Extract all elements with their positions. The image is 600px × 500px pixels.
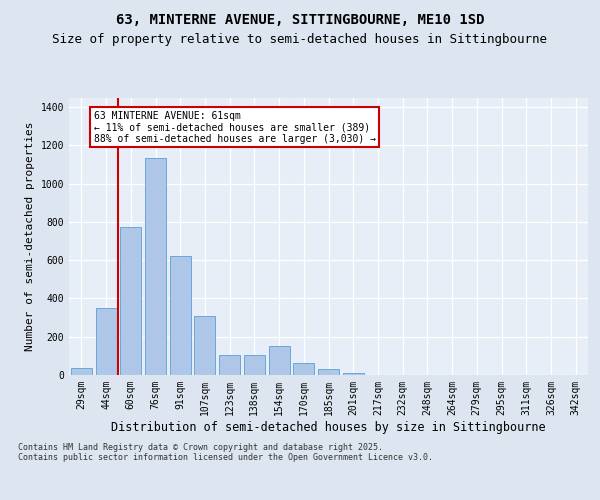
Bar [95,308,116,375]
Y-axis label: Number of semi-detached properties: Number of semi-detached properties [25,122,35,351]
Text: 63, MINTERNE AVENUE, SITTINGBOURNE, ME10 1SD: 63, MINTERNE AVENUE, SITTINGBOURNE, ME10… [116,12,484,26]
Bar [194,316,215,375]
Bar [343,374,364,375]
Bar [269,346,290,375]
Bar [120,226,141,375]
Bar [244,354,265,375]
Bar [71,368,92,375]
Text: Contains HM Land Registry data © Crown copyright and database right 2025.
Contai: Contains HM Land Registry data © Crown c… [18,442,433,462]
Bar [293,362,314,375]
Text: Size of property relative to semi-detached houses in Sittingbourne: Size of property relative to semi-detach… [53,32,548,46]
Bar [318,370,339,375]
Bar [219,354,240,375]
X-axis label: Distribution of semi-detached houses by size in Sittingbourne: Distribution of semi-detached houses by … [111,420,546,434]
Text: 63 MINTERNE AVENUE: 61sqm
← 11% of semi-detached houses are smaller (389)
88% of: 63 MINTERNE AVENUE: 61sqm ← 11% of semi-… [94,111,376,144]
Bar [170,256,191,375]
Bar [145,158,166,375]
